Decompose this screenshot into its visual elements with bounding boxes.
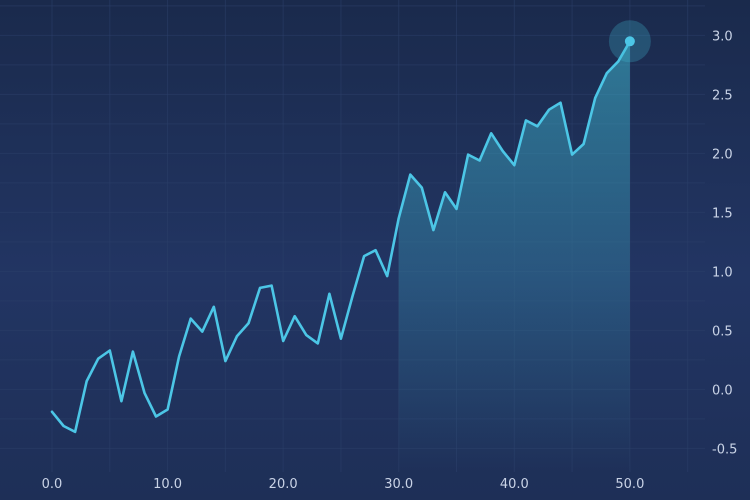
x-tick-label: 20.0 <box>269 477 298 492</box>
x-tick-label: 0.0 <box>42 477 63 492</box>
end-point-marker <box>624 36 635 47</box>
y-axis-ticks: -0.5 0.0 0.5 1.0 1.5 2.0 2.5 3.0 <box>712 29 737 457</box>
x-tick-label: 40.0 <box>500 477 529 492</box>
y-tick-label: 1.5 <box>712 206 733 221</box>
y-tick-label: 2.5 <box>712 88 733 103</box>
y-tick-label: 2.0 <box>712 147 733 162</box>
x-tick-label: 10.0 <box>153 477 182 492</box>
x-tick-label: 30.0 <box>384 477 413 492</box>
series-line <box>50 40 632 434</box>
y-tick-label: 3.0 <box>712 29 733 44</box>
x-tick-label: 50.0 <box>615 477 644 492</box>
y-tick-label: 0.0 <box>712 383 733 398</box>
y-tick-label: -0.5 <box>712 442 737 457</box>
y-tick-label: 1.0 <box>712 265 733 280</box>
x-axis-ticks: 0.0 10.0 20.0 30.0 40.0 50.0 <box>42 477 645 492</box>
y-tick-label: 0.5 <box>712 324 733 339</box>
highlight-area-fill <box>398 41 630 473</box>
